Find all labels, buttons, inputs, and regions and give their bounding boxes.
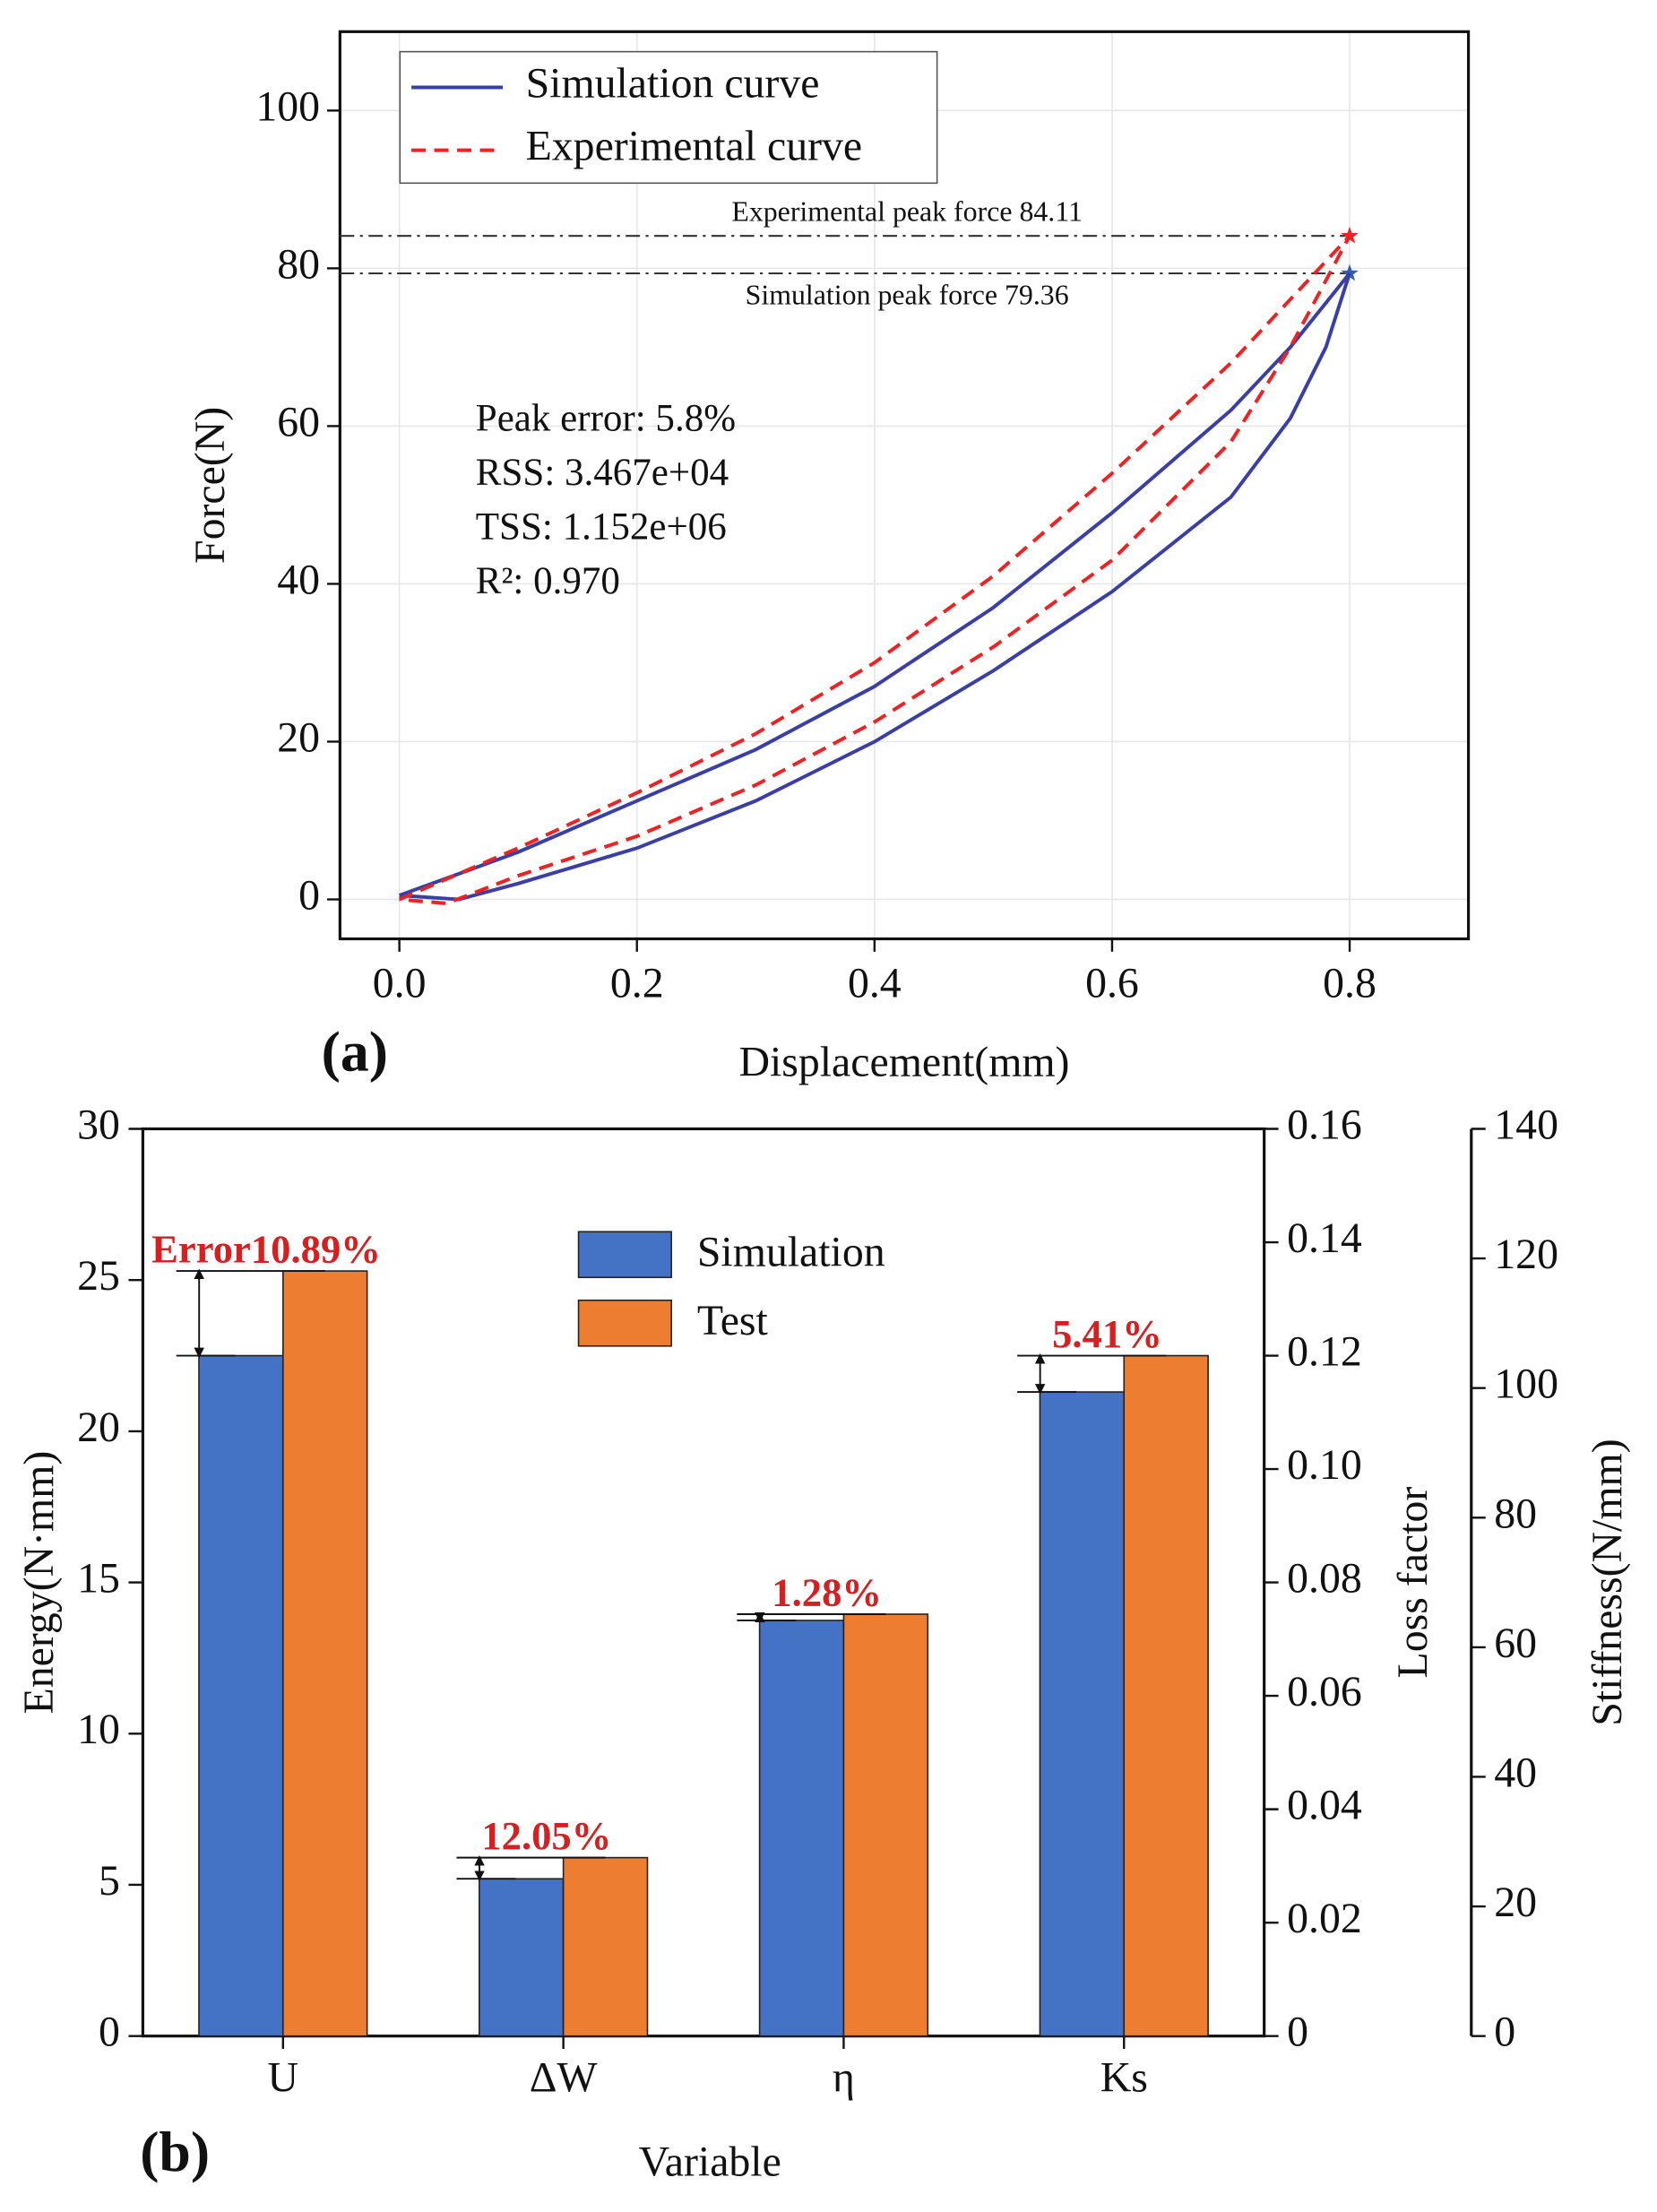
y2-tick-label: 0.12	[1287, 1328, 1362, 1376]
y3-axis-label: Stiffness(N/mm)	[1584, 1439, 1631, 1725]
peak-star	[1341, 226, 1359, 244]
x-tick-label: 0.4	[848, 960, 902, 1007]
x-tick-label: 0.2	[610, 960, 664, 1007]
y-tick-label: 20	[77, 1404, 120, 1451]
bar	[1039, 1391, 1126, 2037]
x-tick-label: Ks	[1100, 2054, 1148, 2102]
y-tick-label: 30	[77, 1101, 120, 1148]
peak-label: Experimental peak force 84.11	[731, 196, 1083, 228]
stat-annotation: Peak error: 5.8%	[476, 397, 736, 439]
error-label: 5.41%	[1052, 1311, 1162, 1356]
y-tick-label: 0	[298, 871, 320, 919]
x-tick-label: 0.6	[1085, 960, 1139, 1007]
y2-tick-label: 0.14	[1287, 1214, 1362, 1262]
peak-label: Simulation peak force 79.36	[746, 279, 1069, 310]
error-label: Error10.89%	[151, 1227, 381, 1272]
y-tick-label: 15	[77, 1555, 120, 1603]
y-tick-label: 60	[277, 398, 320, 445]
legend-label: Test	[697, 1297, 768, 1344]
bar	[198, 1354, 284, 2037]
x-tick-label: η	[833, 2054, 855, 2102]
bar	[282, 1270, 368, 2037]
error-label: 12.05%	[481, 1813, 611, 1858]
y-tick-label: 20	[277, 713, 320, 761]
bar	[758, 1620, 845, 2037]
y-tick-label: 100	[255, 82, 320, 130]
bar	[842, 1613, 929, 2037]
x-axis-label: Variable	[639, 2139, 781, 2186]
peak-star	[1341, 264, 1359, 281]
panel-label: (b)	[140, 2120, 210, 2183]
y3-tick-label: 100	[1494, 1361, 1558, 1408]
y3-tick-label: 0	[1494, 2009, 1515, 2056]
bar	[478, 1878, 565, 2037]
legend-swatch	[577, 1231, 672, 1279]
legend-label: Experimental curve	[526, 123, 863, 170]
legend-box	[399, 50, 938, 185]
y-axis-label: Force(N)	[186, 407, 234, 564]
x-axis-label: Displacement(mm)	[738, 1038, 1069, 1085]
y2-tick-label: 0.16	[1287, 1101, 1362, 1148]
y3-tick-label: 140	[1494, 1101, 1558, 1148]
bar	[562, 1856, 649, 2037]
x-tick-label: 0.0	[373, 960, 427, 1007]
y2-tick-label: 0.08	[1287, 1555, 1362, 1603]
y3-tick-label: 20	[1494, 1879, 1537, 1926]
y2-tick-label: 0.06	[1287, 1668, 1362, 1715]
legend-swatch	[577, 1299, 672, 1347]
y2-tick-label: 0	[1287, 2009, 1308, 2056]
bar	[1123, 1354, 1209, 2037]
y-tick-label: 25	[77, 1252, 120, 1300]
y-tick-label: 80	[277, 240, 320, 288]
plot-frame	[338, 30, 1471, 941]
stat-annotation: R²: 0.970	[476, 560, 620, 602]
series-line	[398, 272, 1351, 902]
y-tick-label: 10	[77, 1706, 120, 1753]
stat-annotation: TSS: 1.152e+06	[476, 506, 727, 549]
x-tick-label: U	[268, 2054, 299, 2102]
y-tick-label: 0	[99, 2009, 120, 2056]
x-tick-label: ΔW	[530, 2054, 599, 2102]
panel-label: (a)	[322, 1019, 388, 1083]
y2-axis-label: Loss factor	[1389, 1487, 1437, 1679]
y3-tick-label: 60	[1494, 1620, 1537, 1667]
y-axis-label: Energy(N·mm)	[15, 1451, 63, 1715]
y-tick-label: 40	[277, 556, 320, 603]
y2-tick-label: 0.10	[1287, 1441, 1362, 1489]
x-tick-label: 0.8	[1323, 960, 1377, 1007]
y3-tick-label: 80	[1494, 1490, 1537, 1537]
legend-label: Simulation curve	[526, 59, 820, 107]
y2-tick-label: 0.02	[1287, 1895, 1362, 1942]
y3-tick-label: 40	[1494, 1749, 1537, 1796]
stat-annotation: RSS: 3.467e+04	[476, 452, 729, 494]
series-line	[398, 234, 1351, 905]
y3-tick-label: 120	[1494, 1231, 1558, 1278]
y-tick-label: 5	[99, 1857, 120, 1905]
error-label: 1.28%	[772, 1569, 882, 1614]
legend-label: Simulation	[697, 1228, 885, 1275]
y2-tick-label: 0.04	[1287, 1782, 1362, 1829]
